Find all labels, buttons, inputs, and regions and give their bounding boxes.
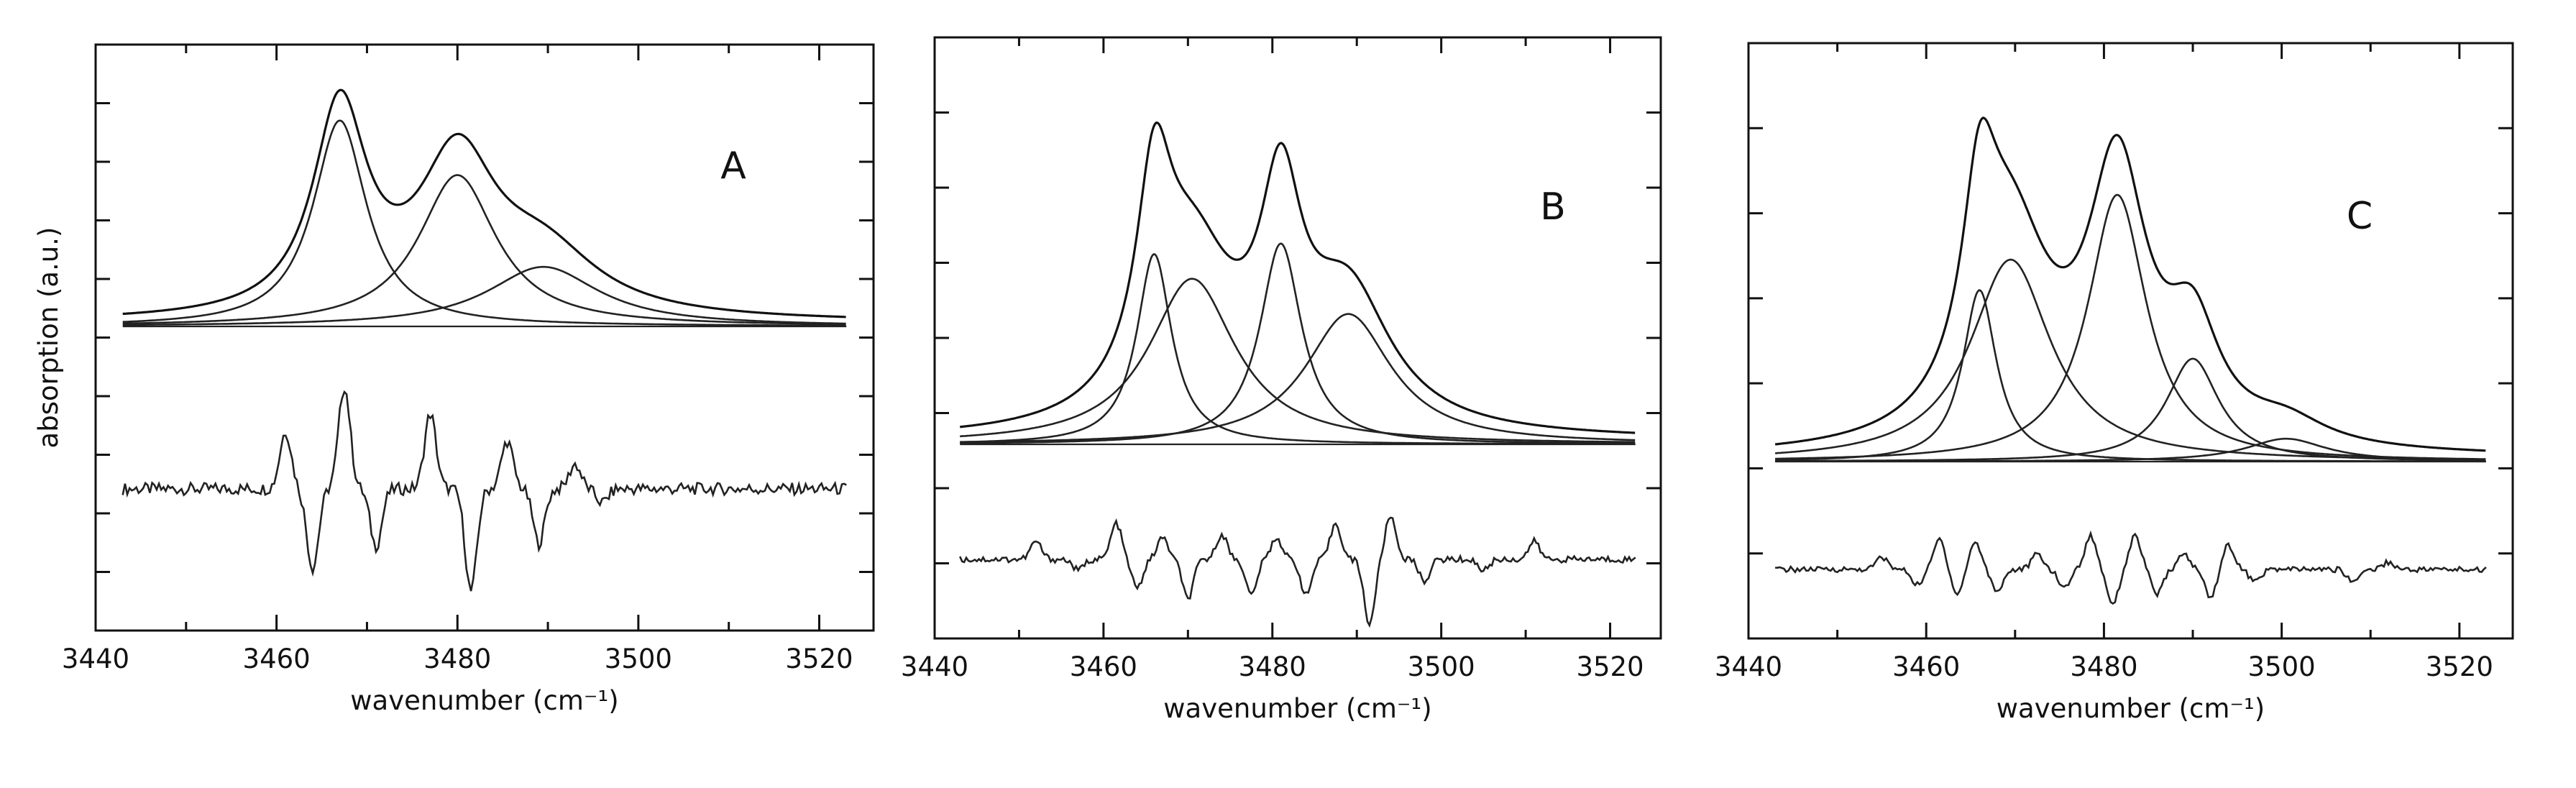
component-peak-5: [1775, 437, 2486, 462]
x-tick-label: 3460: [1070, 651, 1137, 682]
panel-a: 3440 3460 3480 3500 3520 wavenumber (cm⁻¹) abs…: [33, 43, 875, 716]
residual-trace: [1775, 530, 2487, 605]
x-axis-label: wavenumber (cm⁻¹): [1163, 693, 1431, 724]
component-peak-1: [960, 253, 1636, 445]
x-tick-label: 3440: [62, 643, 129, 674]
fitted-spectrum: [1774, 116, 2486, 452]
residual-trace: [959, 516, 1636, 628]
panel-b: 3440 3460 3480 3500 3520 wavenumber (cm⁻¹) B: [901, 36, 1662, 724]
x-tick-label: 3500: [605, 643, 672, 674]
residual-trace: [122, 390, 847, 592]
x-axis-label: wavenumber (cm⁻¹): [1997, 693, 2265, 724]
component-peak-3: [960, 242, 1636, 444]
x-tick-label: 3440: [1715, 651, 1782, 682]
fitted-spectrum: [122, 88, 846, 319]
panel-label: A: [720, 145, 746, 188]
component-peak-1: [122, 119, 846, 327]
x-tick-label: 3520: [785, 643, 853, 674]
plot-frame: [94, 43, 875, 632]
panel-c: 3440 3460 3480 3500 3520 wavenumber (cm⁻¹) C: [1715, 42, 2514, 724]
component-peak-2: [122, 174, 846, 326]
x-axis-label: wavenumber (cm⁻¹): [350, 685, 618, 716]
plot-frame: [1747, 42, 2514, 640]
x-tick-label: 3500: [2248, 651, 2316, 682]
x-tick-label: 3520: [2426, 651, 2493, 682]
component-peak-1: [1775, 289, 2486, 462]
component-peak-2: [960, 278, 1636, 444]
x-tick-label: 3460: [243, 643, 311, 674]
x-tick-label: 3480: [423, 643, 491, 674]
component-peak-2: [1775, 258, 2486, 461]
y-axis-label: absorption (a.u.): [33, 227, 64, 449]
component-peak-3: [1775, 193, 2486, 460]
component-peak-4: [1775, 357, 2486, 462]
panel-label: B: [1540, 185, 1566, 229]
x-tick-label: 3440: [901, 651, 968, 682]
plot-frame: [933, 36, 1662, 640]
x-tick-label: 3460: [1892, 651, 1960, 682]
x-tick-label: 3520: [1576, 651, 1644, 682]
panel-label: C: [2347, 195, 2373, 238]
component-peak-4: [960, 313, 1636, 444]
x-tick-label: 3480: [1239, 651, 1306, 682]
component-peak-3: [122, 265, 846, 326]
x-tick-label: 3480: [2070, 651, 2137, 682]
x-tick-label: 3500: [1408, 651, 1475, 682]
fitted-spectrum: [960, 122, 1636, 434]
